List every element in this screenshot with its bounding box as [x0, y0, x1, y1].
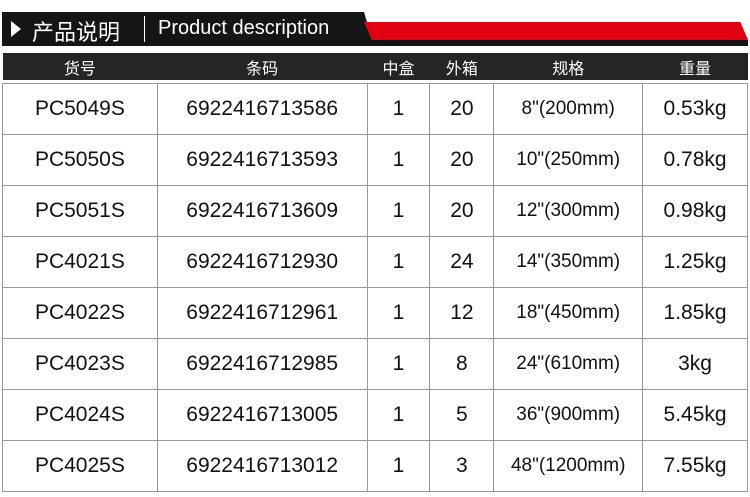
- title-cn: 产品说明: [32, 20, 121, 45]
- cell-barcode: 6922416713586: [156, 83, 368, 135]
- header-barcode: 条码: [157, 53, 368, 80]
- table-row: PC4021S 6922416712930 1 24 14"(350mm) 1.25kg: [2, 236, 748, 288]
- cell-outer-carton: 20: [429, 185, 495, 237]
- cell-weight: 0.78kg: [642, 134, 748, 186]
- cell-inner-box: 1: [366, 440, 431, 492]
- divider: [144, 16, 145, 42]
- cell-size: 48"(1200mm): [493, 440, 644, 492]
- cell-item-no: PC5050S: [2, 134, 158, 186]
- table-header: 货号 条码 中盒 外箱 规格 重量: [2, 53, 748, 80]
- cell-inner-box: 1: [366, 83, 431, 135]
- cell-size: 14"(350mm): [493, 236, 644, 288]
- cell-size: 36"(900mm): [493, 389, 644, 441]
- cell-barcode: 6922416713012: [156, 440, 368, 492]
- cell-inner-box: 1: [366, 134, 431, 186]
- cell-item-no: PC5049S: [2, 83, 158, 135]
- product-table: 货号 条码 中盒 外箱 规格 重量 PC5049S 6922416713586 1 20 8"(2…: [2, 53, 748, 492]
- cell-inner-box: 1: [366, 287, 431, 339]
- cell-outer-carton: 20: [429, 134, 495, 186]
- cell-size: 12"(300mm): [493, 185, 644, 237]
- cell-item-no: PC4022S: [2, 287, 158, 339]
- cell-barcode: 6922416713593: [156, 134, 368, 186]
- cell-barcode: 6922416712985: [156, 338, 368, 390]
- cell-item-no: PC4025S: [2, 440, 158, 492]
- play-arrow-icon: [11, 21, 21, 37]
- cell-size: 24"(610mm): [493, 338, 644, 390]
- table-row: PC4025S 6922416713012 1 3 48"(1200mm) 7.55kg: [2, 440, 748, 492]
- cell-inner-box: 1: [366, 236, 431, 288]
- cell-barcode: 6922416713609: [156, 185, 368, 237]
- cell-inner-box: 1: [366, 185, 431, 237]
- cell-outer-carton: 5: [429, 389, 495, 441]
- cell-size: 8"(200mm): [493, 83, 644, 135]
- table-row: PC4024S 6922416713005 1 5 36"(900mm) 5.45kg: [2, 389, 748, 441]
- cell-item-no: PC4023S: [2, 338, 158, 390]
- red-stripe: [364, 22, 748, 40]
- cell-size: 10"(250mm): [493, 134, 644, 186]
- cell-barcode: 6922416712930: [156, 236, 368, 288]
- table-row: PC4022S 6922416712961 1 12 18"(450mm) 1.85kg: [2, 287, 748, 339]
- table-row: PC5051S 6922416713609 1 20 12"(300mm) 0.98kg: [2, 185, 748, 237]
- header-outer-carton: 外箱: [429, 53, 494, 80]
- cell-weight: 0.98kg: [642, 185, 748, 237]
- cell-item-no: PC4021S: [2, 236, 158, 288]
- cell-size: 18"(450mm): [493, 287, 644, 339]
- cell-inner-box: 1: [366, 338, 431, 390]
- cell-outer-carton: 20: [429, 83, 495, 135]
- cell-weight: 1.25kg: [642, 236, 748, 288]
- cell-barcode: 6922416712961: [156, 287, 368, 339]
- section-banner: 产品说明 Product description: [2, 12, 748, 46]
- header-size: 规格: [493, 53, 643, 80]
- cell-item-no: PC4024S: [2, 389, 158, 441]
- cell-outer-carton: 3: [429, 440, 495, 492]
- cell-barcode: 6922416713005: [156, 389, 368, 441]
- cell-outer-carton: 24: [429, 236, 495, 288]
- cell-weight: 1.85kg: [642, 287, 748, 339]
- table-row: PC5050S 6922416713593 1 20 10"(250mm) 0.78kg: [2, 134, 748, 186]
- cell-weight: 7.55kg: [642, 440, 748, 492]
- cell-weight: 5.45kg: [642, 389, 748, 441]
- cell-weight: 0.53kg: [642, 83, 748, 135]
- cell-weight: 3kg: [642, 338, 748, 390]
- table-row: PC4023S 6922416712985 1 8 24"(610mm) 3kg: [2, 338, 748, 390]
- title-en: Product description: [158, 17, 330, 39]
- table-row: PC5049S 6922416713586 1 20 8"(200mm) 0.53kg: [2, 83, 748, 135]
- header-item-no: 货号: [2, 53, 158, 80]
- header-inner-box: 中盒: [367, 53, 430, 80]
- cell-item-no: PC5051S: [2, 185, 158, 237]
- header-weight: 重量: [642, 53, 748, 80]
- cell-inner-box: 1: [366, 389, 431, 441]
- cell-outer-carton: 8: [429, 338, 495, 390]
- cell-outer-carton: 12: [429, 287, 495, 339]
